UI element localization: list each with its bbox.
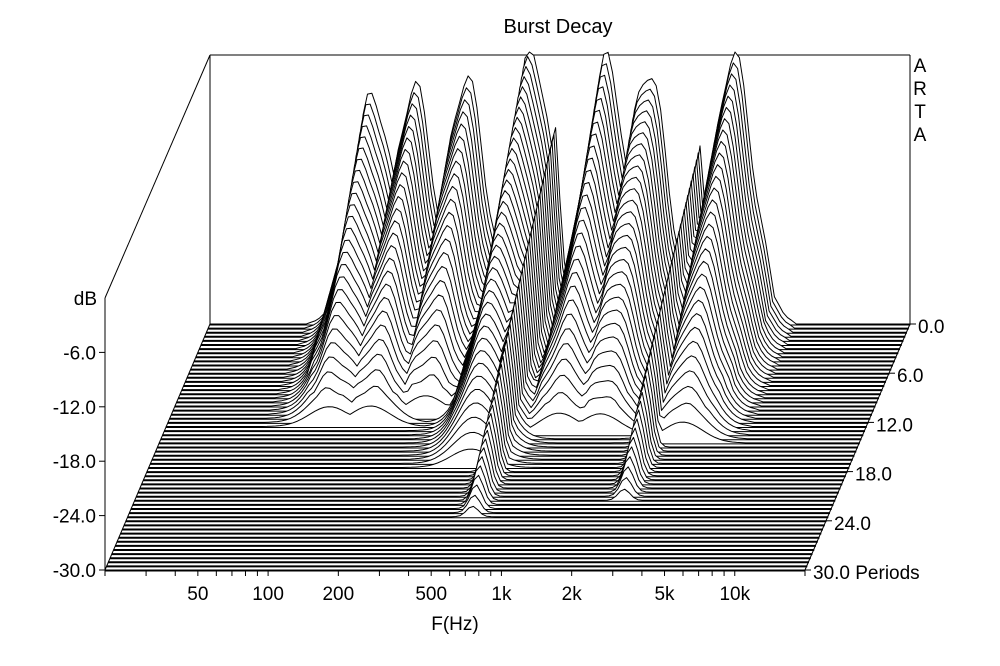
z-tick-label: 30.0 Periods [813,563,920,584]
decay-slice [134,465,836,502]
decay-slices [104,51,911,572]
decay-slice [115,544,816,547]
z-axis-ticks: 0.0 6.0 12.0 18.0 24.0 30.0 Periods [805,317,944,584]
decay-slice [127,505,829,519]
brand-letter: R [913,79,927,100]
x-tick-label: 2k [562,584,583,605]
decay-slice [111,553,813,556]
x-tick-label: 5k [654,584,675,605]
x-tick-label: 50 [187,584,208,605]
decay-slice [122,528,823,531]
z-tick-label: 12.0 [876,415,913,436]
y-tick-label: -24.0 [53,507,96,528]
decay-slice [151,380,853,461]
decay-slice [106,565,808,568]
z-tick-label: 0.0 [918,317,944,338]
decay-slice [137,447,839,494]
decay-slice [113,549,815,551]
decay-slice [148,396,850,469]
decay-slice [116,540,818,543]
chart-title: Burst Decay [504,16,613,38]
decay-slice [123,524,825,527]
x-tick-label: 500 [415,584,447,605]
z-tick-label: 18.0 [855,465,892,486]
decay-slice [118,536,820,539]
y-tick-label: -6.0 [63,343,96,364]
decay-slice [129,494,830,515]
x-axis-label: F(Hz) [431,614,478,635]
z-tick-label: 6.0 [897,366,923,387]
decay-slice [144,413,846,478]
decay-slice [155,364,857,453]
decay-slice [120,532,822,535]
decay-slice [132,474,834,506]
x-tick-label: 1k [491,584,512,605]
decay-slice [150,388,851,465]
decay-slice [157,356,858,449]
decay-slice [108,561,809,564]
decay-slice [136,456,837,498]
brand-letter: T [914,102,926,123]
decay-slice [146,404,848,474]
y-axis-ticks: -6.0 -12.0 -18.0 -24.0 -30.0 [53,343,105,582]
z-tick-label: 24.0 [834,514,871,535]
brand-letter: A [914,56,927,77]
decay-slice [130,484,832,510]
depth-top-edge [104,54,211,299]
x-axis-ticks: 50 100 200 500 1k 2k 5k 10k [104,570,806,605]
y-tick-label: -30.0 [53,561,96,582]
decay-slice [160,339,862,441]
y-axis-label: dB [74,289,97,310]
decay-slice [158,347,860,445]
x-tick-label: 100 [252,584,284,605]
decay-slice [143,421,844,482]
brand-letter: A [914,125,927,146]
decay-slice [153,372,855,457]
x-tick-label: 10k [719,584,750,605]
y-tick-label: -18.0 [53,452,96,473]
decay-slice [109,557,811,560]
y-tick-label: -12.0 [53,398,96,419]
decay-slice [141,429,843,486]
decay-slice [139,438,841,490]
decay-slice [125,520,827,523]
x-tick-label: 200 [322,584,354,605]
